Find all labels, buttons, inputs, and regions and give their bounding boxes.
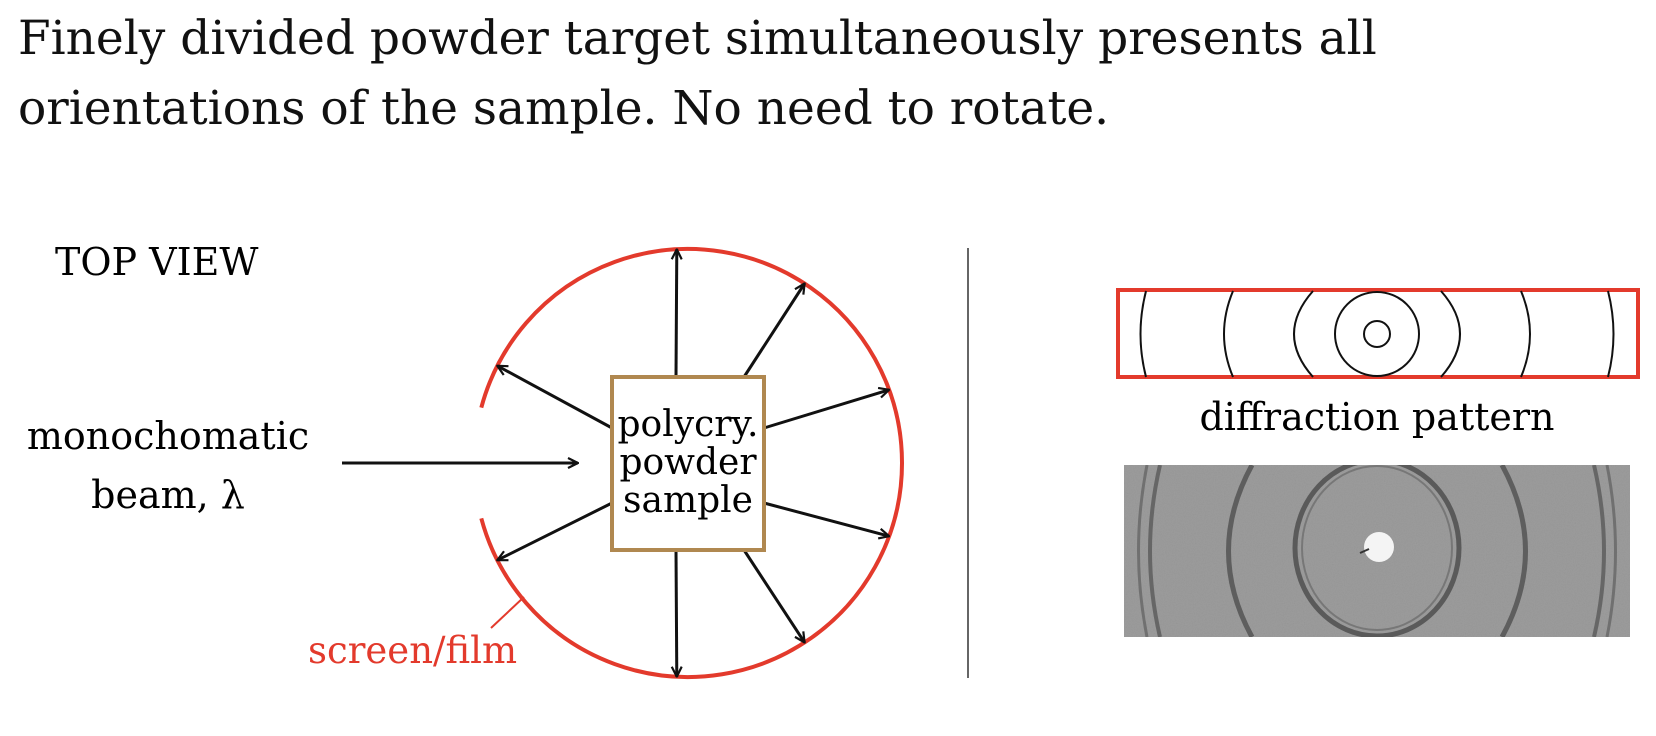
intro-text: Finely divided powder target simultaneou…	[18, 4, 1638, 144]
diffracted-ray-arrow	[763, 501, 889, 536]
screen-label-leader	[490, 596, 525, 629]
diffracted-rays	[497, 249, 889, 676]
sample-label-line-2: powder	[619, 442, 757, 483]
arc-right-3	[1520, 290, 1531, 378]
diffracted-ray-arrow	[742, 549, 805, 643]
intro-line-1: Finely divided powder target simultaneou…	[18, 11, 1377, 66]
diffracted-ray-arrow	[497, 501, 613, 562]
diffracted-ray-arrow	[497, 364, 613, 430]
beam-label-line-2: beam, λ	[91, 473, 245, 517]
diffracted-ray-arrow	[676, 249, 677, 378]
diffraction-pattern-schematic	[1116, 288, 1640, 379]
diffracted-ray-arrow	[742, 284, 805, 378]
arc-left-3	[1223, 290, 1234, 378]
arc-left-2	[1293, 290, 1314, 378]
diffracted-ray-arrow	[676, 549, 677, 677]
film-strip-frame	[1116, 288, 1640, 379]
intro-line-2: orientations of the sample. No need to r…	[18, 81, 1110, 136]
arc-left-4	[1139, 290, 1147, 378]
beam-hole	[1363, 320, 1391, 348]
first-ring	[1334, 291, 1420, 377]
top-view-heading: TOP VIEW	[55, 240, 258, 284]
powder-sample-box	[610, 375, 766, 552]
sample-label-line-1: polycry.	[618, 404, 759, 445]
arc-right-4	[1607, 290, 1615, 378]
arc-right-2	[1440, 290, 1461, 378]
beam-label-line-1: monochomatic	[27, 414, 309, 458]
diffraction-pattern-caption: diffraction pattern	[1199, 395, 1554, 439]
diffraction-photo	[1124, 465, 1630, 637]
sample-label-line-3: sample	[623, 480, 753, 521]
screen-film-label: screen/film	[308, 629, 517, 672]
diffracted-ray-arrow	[763, 390, 889, 430]
screen-film-arc	[479, 247, 905, 679]
